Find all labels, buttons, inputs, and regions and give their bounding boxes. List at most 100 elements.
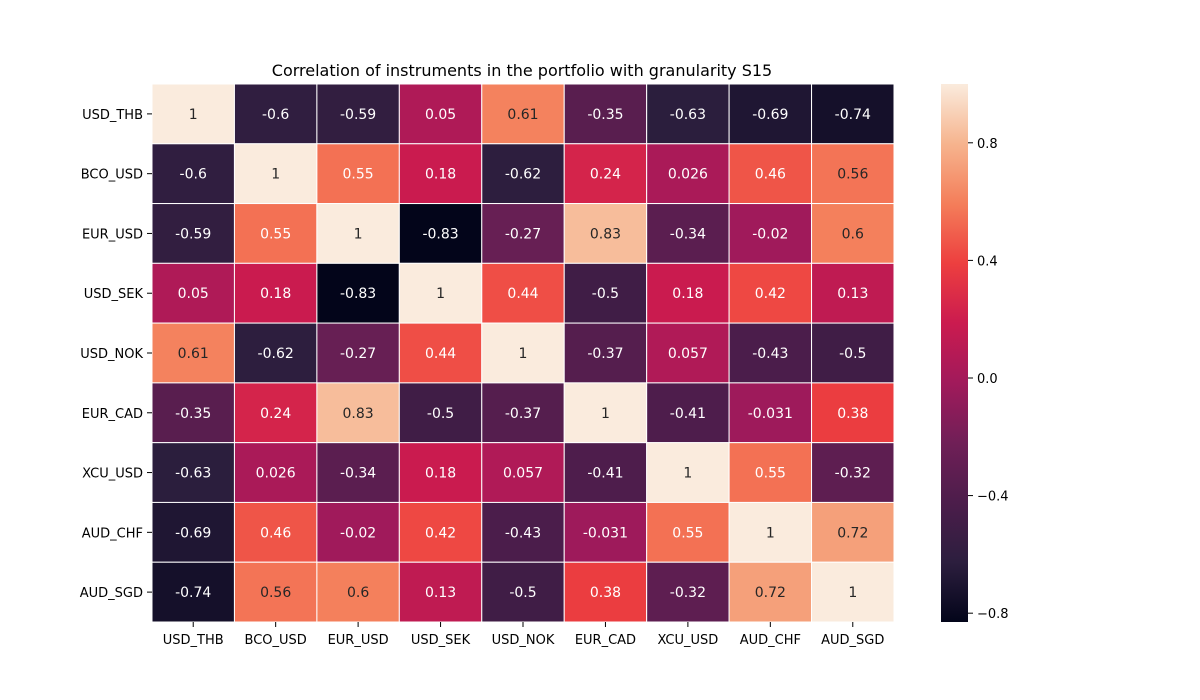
row-tick-label: EUR_USD — [82, 227, 143, 242]
heatmap-cell — [151, 501, 235, 563]
cell-annotation: 1 — [766, 525, 775, 541]
row-tick-label: BCO_USD — [81, 168, 143, 183]
cell-annotation: -0.41 — [587, 466, 623, 482]
column-tick-label: XCU_USD — [657, 633, 718, 648]
heatmap-cell — [563, 382, 648, 444]
cell-annotation: -0.6 — [180, 167, 207, 183]
cell-annotation: -0.37 — [505, 406, 541, 422]
cell-annotation: -0.34 — [340, 466, 376, 482]
cell-annotation: -0.031 — [748, 406, 793, 422]
row-tick-label: USD_NOK — [80, 347, 143, 362]
heatmap-cell — [646, 322, 730, 384]
heatmap-cell — [481, 561, 565, 623]
cell-annotation: 0.72 — [755, 585, 786, 601]
cell-annotation: -0.83 — [340, 286, 376, 302]
cell-annotation: 0.55 — [343, 167, 374, 183]
cell-annotation: 0.55 — [672, 525, 703, 541]
cell-annotation: 0.42 — [755, 286, 786, 302]
cell-annotation: -0.27 — [505, 226, 541, 242]
heatmap-cell — [151, 262, 235, 324]
cell-annotation: -0.37 — [587, 346, 623, 362]
cell-annotation: 0.18 — [425, 167, 456, 183]
cell-annotation: 0.057 — [668, 346, 708, 362]
heatmap-cell — [233, 561, 318, 623]
row-tick-label: AUD_SGD — [80, 586, 143, 601]
colorbar-tick-label: 0.0 — [977, 372, 998, 387]
row-tick-labels: USD_THB BCO_USD EUR_USD USD_SEK USD_NOK EUR_C… — [80, 108, 152, 601]
row-tick-label: XCU_USD — [82, 467, 143, 482]
cell-annotation: -0.83 — [422, 226, 458, 242]
cell-annotation: -0.5 — [427, 406, 454, 422]
cell-annotation: -0.63 — [175, 466, 211, 482]
chart-title: Correlation of instruments in the portfo… — [272, 61, 772, 80]
cell-annotation: -0.62 — [258, 346, 294, 362]
cell-annotation: 1 — [354, 226, 363, 242]
cell-annotation: 0.026 — [256, 466, 296, 482]
cell-annotation: 1 — [601, 406, 610, 422]
heatmap-cell — [233, 322, 318, 384]
cell-annotation: -0.5 — [592, 286, 619, 302]
cell-annotation: 0.18 — [425, 466, 456, 482]
cell-annotation: -0.43 — [505, 525, 541, 541]
cell-annotation: -0.62 — [505, 167, 541, 183]
colorbar-ticks: 0.8 0.4 0.0 −0.4 −0.8 — [968, 137, 1009, 622]
cell-annotation: 0.6 — [347, 585, 369, 601]
heatmap-cell — [398, 382, 483, 444]
heatmap-cell — [316, 203, 400, 264]
cell-annotation: 1 — [519, 346, 528, 362]
column-tick-label: USD_NOK — [492, 633, 555, 648]
heatmap-cell — [233, 83, 318, 145]
cell-annotation: 1 — [189, 107, 198, 123]
heatmap-cell — [233, 262, 318, 324]
cell-annotation: 0.55 — [260, 226, 291, 242]
column-tick-label: USD_THB — [163, 633, 224, 648]
heatmap-cell — [398, 561, 483, 623]
heatmap-cell — [728, 262, 813, 324]
heatmap-cell — [151, 322, 235, 384]
column-tick-label: EUR_USD — [328, 633, 389, 648]
cell-annotation: -0.35 — [175, 406, 211, 422]
heatmap-cell — [811, 203, 895, 264]
cell-annotation: 0.44 — [507, 286, 538, 302]
cell-annotation: 0.05 — [425, 107, 456, 123]
heatmap-cell — [151, 83, 235, 145]
cell-annotation: 0.42 — [425, 525, 456, 541]
cell-annotation: 0.46 — [755, 167, 786, 183]
row-tick-label: EUR_CAD — [82, 407, 143, 422]
cell-annotation: 0.55 — [755, 466, 786, 482]
heatmap-cells: 1 -0.6 -0.59 0.05 0.61 -0.35 -0.63 -0.69 -0.74-0… — [151, 83, 895, 623]
cell-annotation: 0.44 — [425, 346, 456, 362]
column-tick-label: USD_SEK — [411, 633, 471, 648]
cell-annotation: -0.74 — [835, 107, 871, 123]
cell-annotation: 1 — [848, 585, 857, 601]
colorbar-tick-label: −0.8 — [977, 607, 1009, 622]
heatmap-cell — [151, 561, 235, 623]
row-tick-label: AUD_CHF — [82, 526, 143, 541]
cell-annotation: 0.24 — [260, 406, 291, 422]
cell-annotation: 0.56 — [837, 167, 868, 183]
colorbar-tick-label: 0.4 — [977, 254, 998, 269]
heatmap-cell — [811, 561, 895, 623]
row-tick-label: USD_THB — [82, 108, 143, 123]
heatmap-cell — [151, 382, 235, 444]
cell-annotation: -0.41 — [670, 406, 706, 422]
cell-annotation: 0.61 — [507, 107, 538, 123]
row-tick-label: USD_SEK — [84, 287, 144, 302]
cell-annotation: -0.59 — [340, 107, 376, 123]
cell-annotation: 0.05 — [178, 286, 209, 302]
cell-annotation: -0.32 — [835, 466, 871, 482]
cell-annotation: 0.38 — [590, 585, 621, 601]
cell-annotation: 0.18 — [260, 286, 291, 302]
heatmap-cell — [563, 561, 648, 623]
cell-annotation: -0.59 — [175, 226, 211, 242]
cell-annotation: 0.61 — [178, 346, 209, 362]
cell-annotation: 0.026 — [668, 167, 708, 183]
heatmap-cell — [811, 262, 895, 324]
heatmap-cell — [728, 382, 813, 444]
cell-annotation: -0.63 — [670, 107, 706, 123]
heatmap-cell — [646, 203, 730, 264]
cell-annotation: -0.031 — [583, 525, 628, 541]
cell-annotation: -0.6 — [262, 107, 289, 123]
colorbar — [941, 84, 968, 622]
